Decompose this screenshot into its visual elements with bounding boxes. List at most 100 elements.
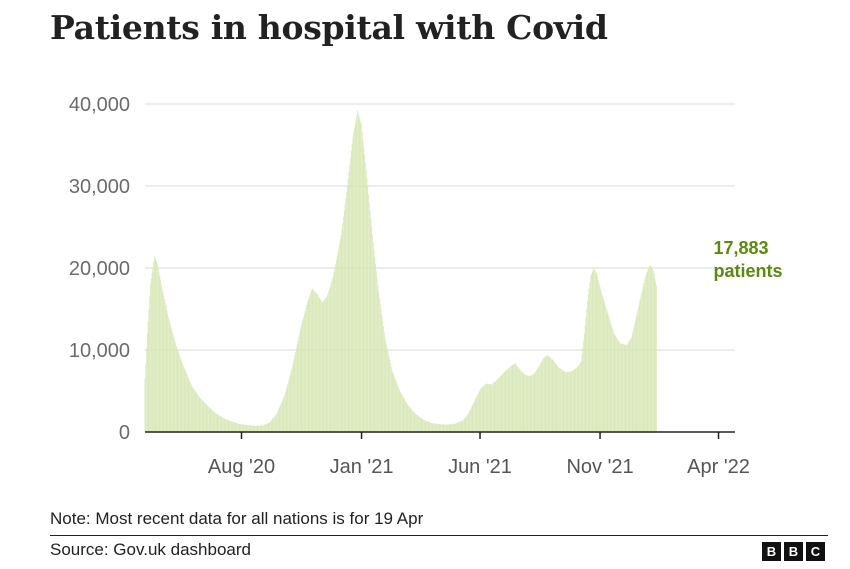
data-bar [517, 366, 518, 432]
data-bar [281, 400, 283, 432]
data-bar [195, 391, 197, 432]
data-bar [576, 367, 577, 432]
data-bar [436, 423, 438, 432]
data-bar [486, 383, 488, 432]
data-bar [160, 280, 161, 432]
data-bar [592, 270, 594, 432]
data-bar [253, 425, 255, 432]
data-bar [641, 293, 642, 432]
data-bar [274, 415, 276, 432]
data-bar [254, 425, 256, 432]
data-bar [382, 320, 384, 432]
data-bar [159, 276, 161, 432]
data-bar [372, 235, 373, 432]
data-bar [284, 395, 285, 432]
data-bar [499, 377, 500, 432]
data-bar [521, 371, 522, 432]
data-bar [339, 243, 340, 432]
data-bar [358, 113, 359, 433]
data-bar [598, 280, 599, 432]
data-bar [508, 367, 510, 432]
data-bar [497, 378, 499, 432]
data-bar [282, 398, 284, 432]
data-bar [219, 416, 221, 432]
chart-title: Patients in hospital with Covid [50, 8, 608, 47]
data-bar [604, 302, 606, 432]
data-bar [310, 293, 311, 432]
data-bar [439, 424, 441, 432]
data-bar [548, 356, 550, 432]
data-bar [595, 272, 597, 432]
data-bar [566, 371, 568, 432]
data-bar [615, 336, 617, 432]
data-bar [534, 372, 536, 432]
data-bar [504, 371, 506, 432]
data-bar [251, 425, 252, 432]
data-bar [350, 150, 352, 432]
data-bar [587, 294, 589, 432]
data-bar [656, 285, 657, 432]
data-bar [520, 370, 522, 432]
data-bar [378, 292, 380, 432]
data-bar [171, 328, 172, 432]
data-bar [522, 372, 524, 432]
data-bar [493, 382, 495, 432]
data-bar [276, 413, 278, 432]
data-bar [541, 360, 543, 432]
data-bar [525, 374, 526, 432]
data-bar [628, 341, 630, 432]
data-bar [627, 342, 629, 432]
data-bar [152, 267, 154, 432]
data-bar [580, 362, 581, 432]
data-bar [256, 425, 258, 432]
data-bar [468, 412, 470, 432]
data-bar [180, 359, 182, 432]
data-bar [654, 278, 656, 432]
data-bar [277, 410, 279, 432]
data-bar [562, 370, 564, 432]
data-bar [403, 397, 405, 432]
data-bar [317, 294, 318, 432]
data-bar [554, 362, 556, 432]
data-bar [449, 424, 451, 432]
data-bar [613, 333, 615, 432]
data-bar [630, 338, 631, 432]
data-bar [299, 329, 301, 432]
data-bar [490, 384, 492, 432]
data-bar [494, 381, 496, 432]
data-bar [230, 421, 232, 432]
data-bar [535, 371, 536, 432]
chart-svg: 0 10,000 20,000 30,000 40,000 Aug '20 Jan '21 J… [69, 94, 783, 478]
data-bar [638, 303, 640, 432]
data-bar [339, 239, 341, 432]
bbc-logo-letter: B [762, 542, 781, 561]
data-bar [571, 371, 573, 432]
data-bar [575, 368, 577, 432]
data-bar [286, 386, 288, 432]
data-bar [387, 352, 389, 432]
data-bar [165, 302, 166, 432]
data-bar [217, 414, 219, 432]
data-bar [283, 396, 285, 432]
data-bar [652, 267, 653, 432]
data-bar [226, 419, 227, 432]
data-bar [146, 333, 148, 432]
data-bar [424, 420, 426, 432]
data-bar [329, 286, 331, 432]
data-bar [191, 386, 193, 432]
data-bar [631, 334, 633, 432]
data-bar [379, 298, 380, 432]
data-bar [454, 423, 456, 432]
data-bar [501, 374, 503, 432]
data-bar [492, 383, 494, 432]
data-bar [396, 382, 398, 432]
data-bar [443, 424, 445, 432]
data-bar [237, 423, 238, 432]
data-bar [218, 415, 220, 432]
data-bar [597, 276, 598, 432]
data-bar [631, 337, 632, 432]
data-bar [185, 371, 187, 432]
data-bar [653, 274, 655, 432]
data-bar [235, 422, 237, 432]
data-bar [448, 424, 449, 432]
